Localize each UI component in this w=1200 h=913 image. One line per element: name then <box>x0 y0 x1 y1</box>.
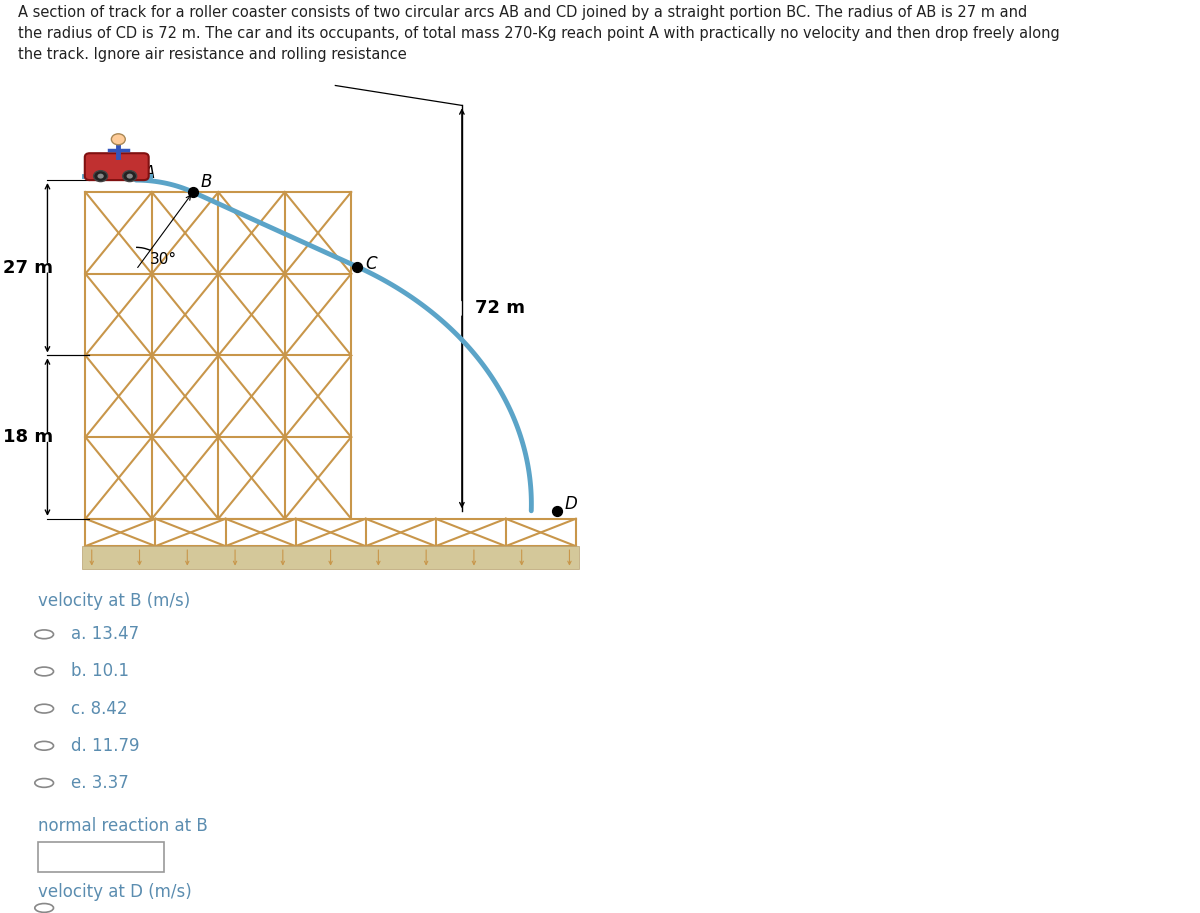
Circle shape <box>126 173 133 179</box>
Text: B: B <box>200 173 212 191</box>
Text: D: D <box>564 495 577 513</box>
Circle shape <box>94 171 108 182</box>
Text: A: A <box>144 163 155 182</box>
Point <box>547 504 566 519</box>
Circle shape <box>122 171 137 182</box>
Text: normal reaction at B: normal reaction at B <box>38 817 208 834</box>
Circle shape <box>112 134 125 145</box>
Text: e. 3.37: e. 3.37 <box>71 774 128 792</box>
Point <box>184 184 203 199</box>
Text: 18 m: 18 m <box>4 428 53 446</box>
Text: A section of track for a roller coaster consists of two circular arcs AB and CD : A section of track for a roller coaster … <box>18 5 1060 61</box>
Text: b. 10.1: b. 10.1 <box>71 663 128 680</box>
FancyBboxPatch shape <box>85 153 149 180</box>
Text: 72 m: 72 m <box>474 299 524 318</box>
Text: a. 13.47: a. 13.47 <box>71 625 139 644</box>
Text: velocity at D (m/s): velocity at D (m/s) <box>38 883 192 900</box>
Text: d. 11.79: d. 11.79 <box>71 737 139 755</box>
Bar <box>83 546 578 569</box>
Text: C: C <box>365 256 377 273</box>
Text: velocity at B (m/s): velocity at B (m/s) <box>38 593 191 610</box>
Text: 27 m: 27 m <box>4 258 53 277</box>
Text: c. 8.42: c. 8.42 <box>71 699 127 718</box>
Point <box>348 259 367 274</box>
Circle shape <box>97 173 103 179</box>
FancyBboxPatch shape <box>38 842 164 873</box>
Text: 30°: 30° <box>150 252 178 267</box>
